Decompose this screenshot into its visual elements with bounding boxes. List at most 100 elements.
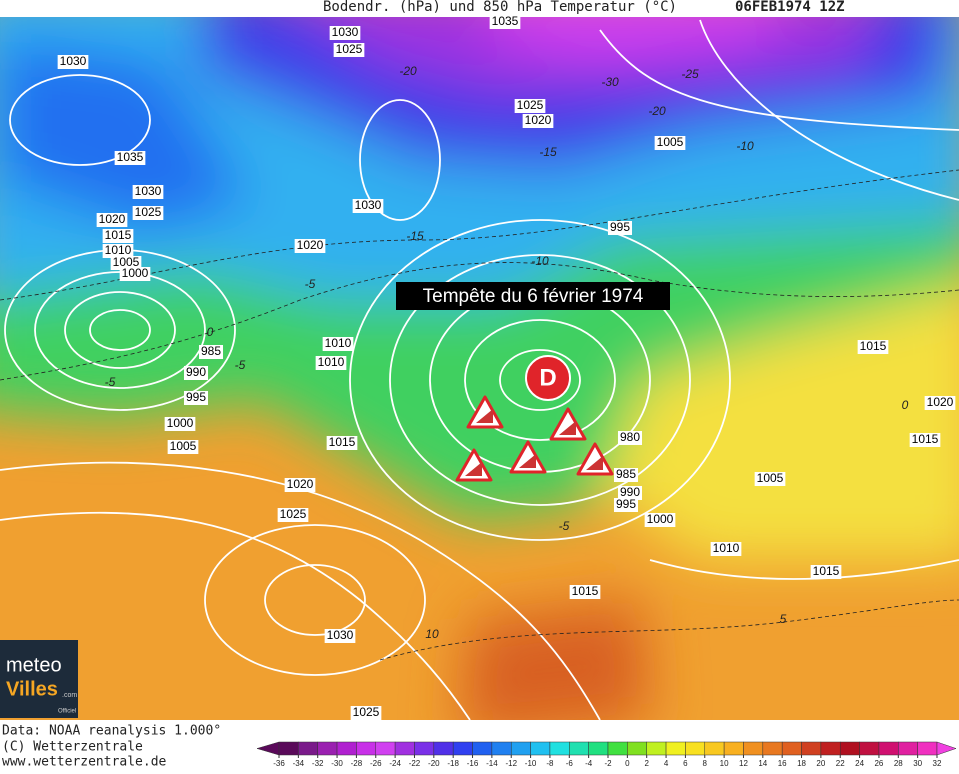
isobar-label-bg [132,185,164,199]
temperature-label: 0 [902,398,909,412]
isobar-label: 1020 [924,395,956,410]
colorbar-tick-label: -32 [312,759,324,768]
isobar-label: 1005 [167,439,199,454]
colorbar-tick-label: -22 [409,759,421,768]
isobar-label-bg [114,151,146,165]
warning-triangle [466,395,504,429]
colorbar-tick-label: -36 [273,759,285,768]
isobar-label: 1010 [315,355,347,370]
warning-triangle [509,440,547,474]
isobar-label: 1010 [322,336,354,351]
isobar-label: 1030 [132,184,164,199]
temperature-label: 10 [425,627,439,641]
colorbar-tick-label: -26 [370,759,382,768]
colorbar-tick-label: 14 [758,759,767,768]
isobar-label: 985 [613,467,639,482]
colorbar-tick-label: 12 [739,759,748,768]
temperature-label: -10 [531,254,549,268]
isobar-label-bg [617,431,643,445]
warning-icon [509,440,547,474]
storm-annotation: Tempête du 6 février 1974 [396,282,670,310]
isobar-label: 1000 [164,416,196,431]
isobar-label: 990 [183,365,209,380]
colorbar-cell [878,741,899,756]
isobar-labels: 1030103010251035103010251020101510101005… [57,14,956,720]
isobar-label-text: 990 [620,485,640,499]
isobar-label-bg [644,513,676,527]
isobar-label: 1020 [294,238,326,253]
colorbar-cell [801,741,822,756]
colorbar-tick-label: 6 [683,759,688,768]
colorbar-cell [820,741,841,756]
temperature-label: -5 [235,358,246,372]
colorbar-tick-label: -20 [428,759,440,768]
isobar-label-bg [710,542,742,556]
isobar-label-bg [198,345,224,359]
isobar-label: 1015 [102,228,134,243]
isobar-label-text: 995 [186,390,206,404]
temperature-label: -30 [601,75,619,89]
logo-box [0,640,78,718]
isobar-label-text: 1025 [353,705,380,719]
colorbar-tick-label: 26 [874,759,883,768]
isobar-label-text: 1025 [280,507,307,521]
isobar-label-text: 1005 [757,471,784,485]
colorbar-tick-label: 8 [703,759,708,768]
isobar-label-bg [284,478,316,492]
isobar-label-text: 1020 [927,395,954,409]
isobar-label: 990 [617,485,643,500]
temperature-label: -5 [305,277,316,291]
temperature-label: -15 [539,145,557,159]
colorbar-cell [569,741,589,756]
isobar-label-text: 1000 [122,266,149,280]
isobar-label-bg [132,206,164,220]
colorbar-cell [723,741,744,756]
isobar-label-bg [754,472,786,486]
temperature-label: -5 [559,519,570,533]
isobar-label: 1015 [326,435,358,450]
isobar-label: 1020 [522,113,554,128]
isobar-label-bg [350,706,382,720]
isobar-label-bg [617,486,643,500]
logo-tag: Officiel [58,709,76,715]
isobar-label-text: 1030 [355,198,382,212]
temperature-label: -20 [399,64,417,78]
colorbar-cell [743,741,764,756]
isobar-label-bg [277,508,309,522]
colorbar-tick-label: 28 [894,759,903,768]
logo-line1: meteo [6,654,62,676]
isobar-label: 1010 [102,243,134,258]
colorbar-tick-label: -4 [585,759,593,768]
isobar-label-text: 1015 [860,339,887,353]
colorbar-cell [394,741,415,756]
isobar-label-text: 1010 [325,336,352,350]
colorbar-cell [278,741,299,756]
colorbar-cell [588,741,609,756]
isobar-label: 1005 [754,471,786,486]
warning-wind [465,462,482,476]
isobars [0,19,959,720]
temperature-label: 0 [207,325,214,339]
colorbar-tick-label: 20 [816,759,825,768]
warning-triangle [576,442,614,476]
isobar-label: 1020 [284,477,316,492]
isobar-label-bg [654,136,686,150]
isotherms [0,169,959,661]
isobar-label-bg [183,366,209,380]
temperature-label: -25 [681,67,699,81]
isobar-label-bg [514,99,546,113]
colorbar-arrow-left [256,741,280,756]
colorbar-cell [762,741,783,756]
warning-triangle [455,448,493,482]
isobar-label-bg [326,436,358,450]
isobar-label: 1025 [333,42,365,57]
isobar-label: 1030 [57,54,89,69]
temperature-label: -15 [406,229,424,243]
isobar-label-bg [324,629,356,643]
isobar-label: 1030 [324,628,356,643]
isobar-label-bg [569,585,601,599]
footer-source: Data: NOAA reanalysis 1.000° [2,724,221,739]
low-letter: D [539,364,556,391]
colorbar-cell [510,741,531,756]
map-title: Bodendr. (hPa) und 850 hPa Temperatur (°… [323,0,677,15]
